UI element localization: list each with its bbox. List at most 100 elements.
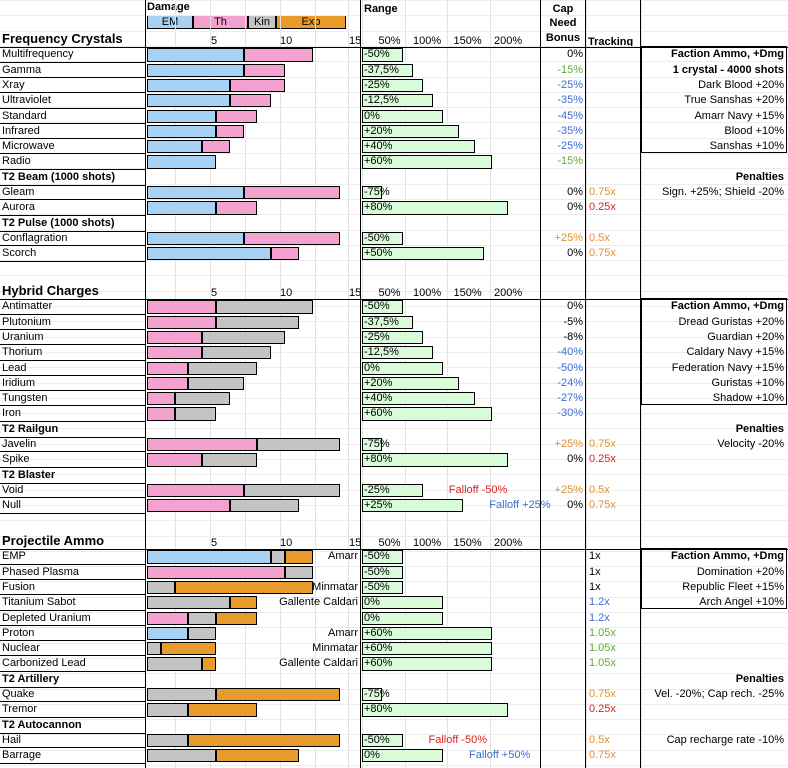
grid-hline xyxy=(0,107,788,109)
faction-label: Amarr xyxy=(328,626,358,639)
cap-bonus: -35% xyxy=(557,94,583,107)
range-bar xyxy=(362,733,403,748)
tracking-value: 0.75x xyxy=(589,438,616,450)
range-value: -75% xyxy=(364,186,390,198)
range-value: +60% xyxy=(364,155,393,168)
range-bar xyxy=(362,78,423,93)
tracking-value: 1x xyxy=(589,580,601,593)
range-bar xyxy=(362,140,476,154)
grid-vline xyxy=(315,0,316,768)
range-value: -25% xyxy=(364,483,390,496)
damage-bar-kin xyxy=(147,657,203,671)
cap-bonus: 0% xyxy=(567,201,583,214)
falloff-note: Falloff +25% xyxy=(489,499,551,512)
damage-bar-th xyxy=(147,438,258,452)
damage-bar-kin xyxy=(147,703,189,717)
damage-bar-th xyxy=(147,611,189,625)
legend-th: Th xyxy=(193,15,248,29)
row-rule xyxy=(0,716,145,718)
range-bar xyxy=(362,376,460,391)
range-value: +50% xyxy=(364,247,393,260)
column-separator xyxy=(360,0,361,768)
ammo-name: Depleted Uranium xyxy=(2,611,91,624)
ammo-name: Nuclear xyxy=(2,642,40,655)
ammo-name: Standard xyxy=(2,109,47,122)
grid-hline xyxy=(0,15,788,17)
range-bar xyxy=(362,626,492,641)
range-value: -50% xyxy=(364,231,390,244)
range-scale-tick: 100% xyxy=(413,35,442,47)
damage-bar-em xyxy=(147,201,216,215)
range-bar xyxy=(362,94,433,108)
side-note: Federation Navy +15% xyxy=(671,361,784,374)
damage-bar-th xyxy=(243,231,341,246)
side-note: Faction Ammo, +Dmg xyxy=(671,48,784,61)
legend-em: EM xyxy=(147,15,193,29)
damage-bar-em xyxy=(147,550,272,564)
grid-hline xyxy=(0,91,788,93)
range-value: 0% xyxy=(364,361,380,374)
damage-scale-tick: 10 xyxy=(280,537,293,549)
grid-hline xyxy=(0,260,788,262)
damage-header: Damage xyxy=(147,1,190,13)
damage-bar-kin xyxy=(147,733,189,748)
damage-bar-th xyxy=(147,300,216,314)
cap-bonus: 0% xyxy=(567,499,583,512)
grid-vline xyxy=(490,0,491,768)
tracking-value: 0.25x xyxy=(589,453,616,466)
row-rule xyxy=(0,374,145,376)
damage-bar-th xyxy=(243,63,285,77)
falloff-note: Falloff -50% xyxy=(448,483,508,496)
grid-hline xyxy=(0,76,788,78)
range-scale-tick: 150% xyxy=(453,35,482,47)
ammo-name: Hail xyxy=(2,733,21,746)
tracking-value: 0.75x xyxy=(589,499,616,512)
subsection-title: T2 Railgun xyxy=(2,422,59,435)
ammo-name: Plutonium xyxy=(2,315,51,328)
row-rule xyxy=(0,344,145,346)
cap-bonus: -24% xyxy=(557,376,583,389)
damage-bar-em xyxy=(147,186,244,200)
damage-bar-exp xyxy=(160,642,216,656)
faction-label: Minmatar xyxy=(312,642,358,655)
grid-hline xyxy=(0,673,788,675)
falloff-note: Falloff +50% xyxy=(469,749,531,762)
grid-hline xyxy=(0,244,788,246)
row-rule xyxy=(0,61,145,63)
range-value: +80% xyxy=(364,703,393,716)
row-rule xyxy=(0,563,145,565)
side-note: Dread Guristas +20% xyxy=(678,315,784,328)
ammo-name: Multifrequency xyxy=(2,48,74,61)
range-value: -50% xyxy=(364,580,390,593)
range-bar xyxy=(362,483,423,498)
damage-bar-exp xyxy=(188,703,258,717)
ammo-name: Ultraviolet xyxy=(2,94,51,107)
damage-bar-th xyxy=(147,565,285,579)
range-bar xyxy=(362,124,460,139)
cap-bonus: +25% xyxy=(554,483,583,496)
section-rule xyxy=(0,47,788,49)
damage-bar-kin xyxy=(285,565,313,579)
range-value: +40% xyxy=(364,392,393,405)
tracking-header: Tracking xyxy=(588,36,634,48)
damage-bar-th xyxy=(147,315,216,329)
damage-bar-em xyxy=(147,124,216,139)
range-value: -12,5% xyxy=(364,346,399,359)
damage-bar-th xyxy=(147,483,244,498)
side-note: Penalties xyxy=(735,422,784,435)
cap-bonus: -27% xyxy=(557,392,583,405)
ammo-name: Microwave xyxy=(2,140,55,153)
tracking-value: 1.05x xyxy=(589,642,616,655)
damage-bar-exp xyxy=(285,550,313,564)
cap-bonus: -15% xyxy=(557,63,583,76)
damage-bar-em xyxy=(147,109,216,123)
range-value: 0% xyxy=(364,109,380,122)
ammo-name: Gamma xyxy=(2,63,42,76)
row-rule xyxy=(0,497,145,499)
side-note: Arch Angel +10% xyxy=(699,596,784,609)
grid-hline xyxy=(0,183,788,185)
side-note: Penalties xyxy=(735,170,784,183)
range-bar xyxy=(362,315,413,329)
range-bar xyxy=(362,201,508,215)
faction-label: Amarr xyxy=(328,550,358,563)
